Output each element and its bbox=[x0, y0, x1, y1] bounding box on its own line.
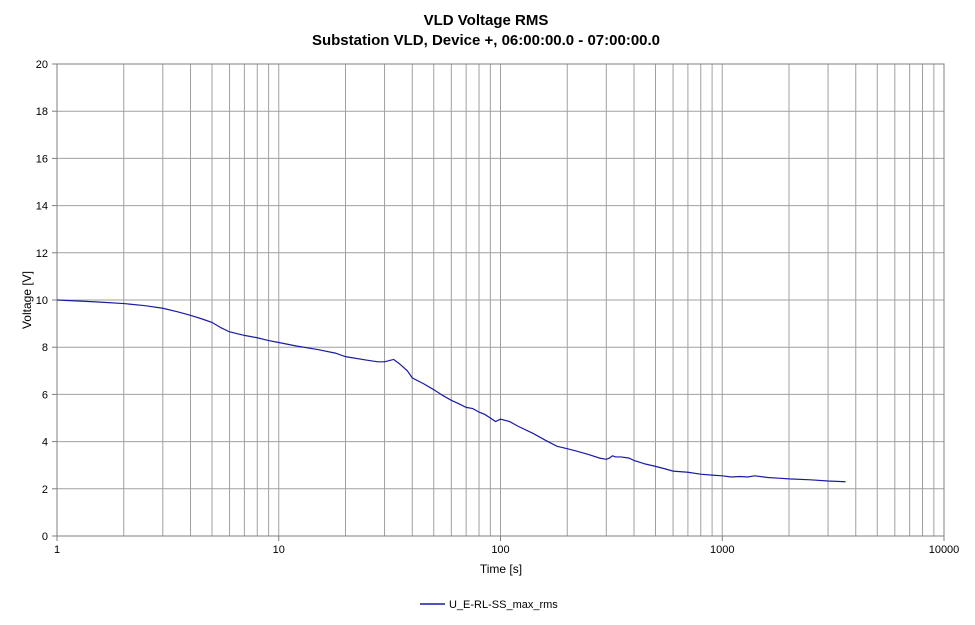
grid-lines bbox=[57, 64, 944, 536]
x-tick-label: 1000 bbox=[710, 544, 734, 556]
y-tick-label: 14 bbox=[36, 201, 48, 213]
y-tick-label: 2 bbox=[42, 484, 48, 496]
x-tick-label: 10 bbox=[273, 544, 285, 556]
y-tick-label: 0 bbox=[42, 531, 48, 543]
x-axis-ticks: 1 10 100 1000 10000 bbox=[54, 536, 959, 556]
x-tick-label: 10000 bbox=[929, 544, 960, 556]
legend: U_E-RL-SS_max_rms bbox=[420, 599, 558, 611]
x-tick-label: 100 bbox=[491, 544, 509, 556]
y-axis-label: Voltage [V] bbox=[20, 271, 34, 329]
y-tick-label: 20 bbox=[36, 59, 48, 71]
y-tick-label: 16 bbox=[36, 153, 48, 165]
y-tick-label: 8 bbox=[42, 342, 48, 354]
x-axis-label: Time [s] bbox=[480, 562, 522, 576]
y-tick-label: 10 bbox=[36, 295, 48, 307]
legend-label: U_E-RL-SS_max_rms bbox=[449, 599, 558, 611]
y-tick-label: 4 bbox=[42, 437, 48, 449]
y-axis-ticks: 0 2 4 6 8 10 12 14 16 18 20 bbox=[36, 59, 57, 543]
chart-title: VLD Voltage RMS bbox=[424, 12, 549, 29]
y-tick-label: 12 bbox=[36, 248, 48, 260]
y-tick-label: 6 bbox=[42, 389, 48, 401]
x-tick-label: 1 bbox=[54, 544, 60, 556]
chart-subtitle: Substation VLD, Device +, 06:00:00.0 - 0… bbox=[312, 32, 660, 49]
y-tick-label: 18 bbox=[36, 106, 48, 118]
series-line bbox=[56, 299, 846, 483]
